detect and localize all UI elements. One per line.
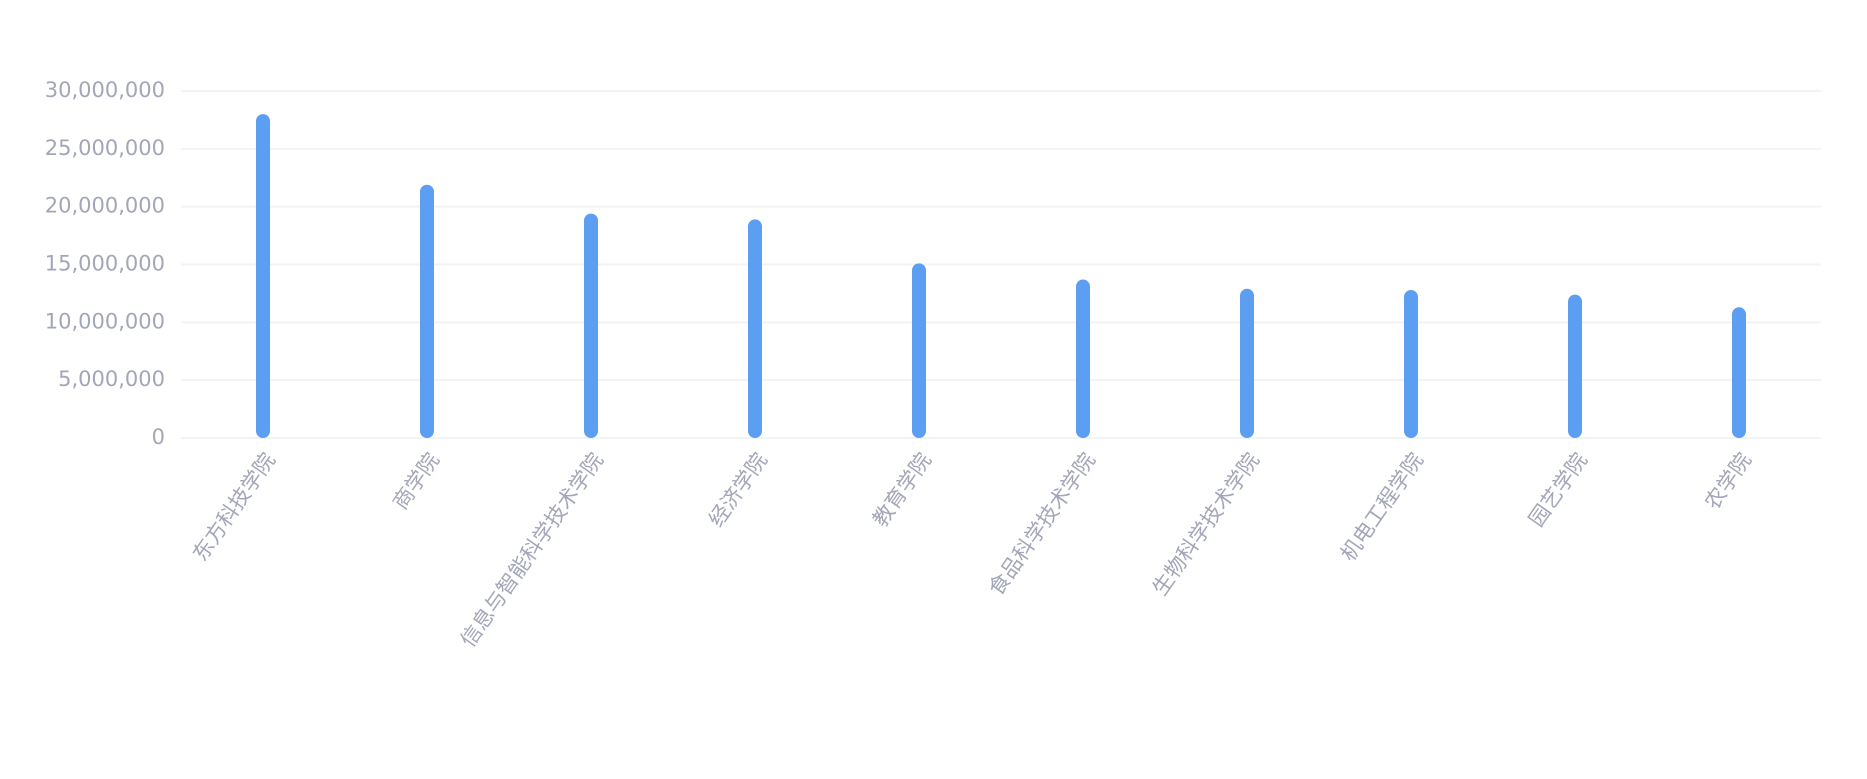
bar: [584, 213, 598, 438]
y-tick-label: 25,000,000: [45, 136, 165, 160]
y-tick-label: 30,000,000: [45, 78, 165, 102]
x-tick-label: 经济学院: [704, 449, 772, 532]
x-tick-label: 食品科学技术学院: [984, 449, 1100, 600]
bar: [912, 263, 926, 438]
bar: [1076, 279, 1090, 438]
bar: [256, 114, 270, 438]
y-tick-label: 0: [152, 425, 165, 449]
bar: [748, 219, 762, 438]
y-tick-label: 20,000,000: [45, 194, 165, 218]
y-tick-label: 5,000,000: [58, 367, 165, 391]
x-tick-label: 机电工程学院: [1336, 449, 1428, 566]
bar: [420, 184, 434, 438]
bar: [1732, 307, 1746, 438]
y-tick-label: 15,000,000: [45, 252, 165, 276]
y-tick-label: 10,000,000: [45, 309, 165, 333]
bar: [1240, 288, 1254, 438]
x-tick-label: 教育学院: [868, 449, 936, 532]
x-tick-label: 农学院: [1700, 449, 1756, 514]
x-tick-label: 生物科学技术学院: [1148, 449, 1264, 600]
x-tick-label: 东方科技学院: [188, 449, 280, 566]
x-tick-label: 园艺学院: [1524, 449, 1592, 532]
bar: [1568, 294, 1582, 438]
x-tick-label: 商学院: [388, 449, 444, 514]
x-tick-label: 信息与智能科学技术学院: [456, 449, 608, 652]
bar: [1404, 289, 1418, 438]
